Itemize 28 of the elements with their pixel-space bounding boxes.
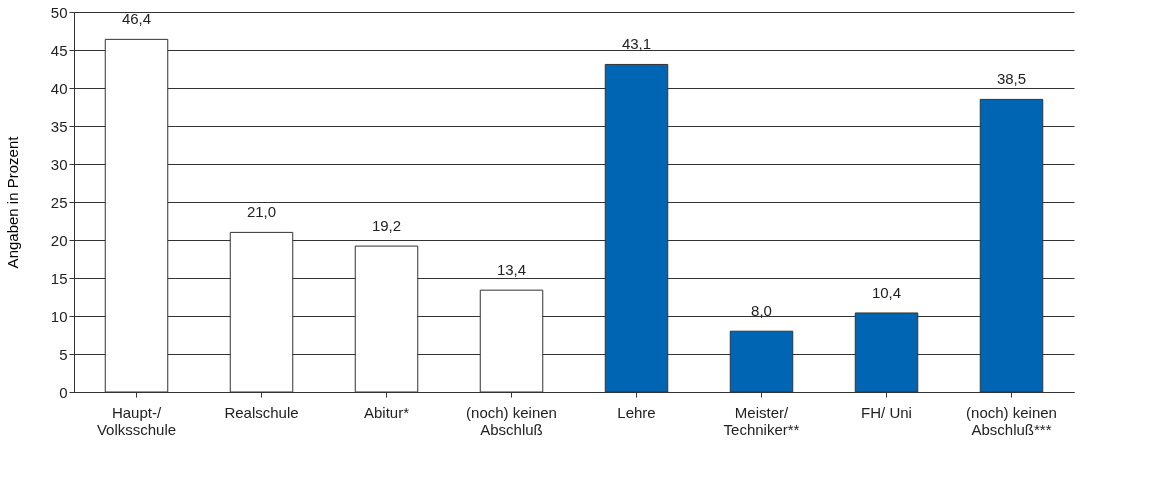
x-tick-label: Realschule [224, 403, 299, 421]
y-tick-label: 45 [50, 41, 68, 59]
y-tick-label: 30 [50, 155, 68, 173]
y-tick-label: 0 [59, 383, 68, 401]
x-tick-label: (noch) keinen Abschluß [466, 403, 557, 438]
data-label: 8,0 [751, 302, 772, 320]
x-tick-label: Lehre [617, 403, 656, 421]
y-tick-label: 35 [50, 117, 68, 135]
y-tick-label: 20 [50, 231, 68, 249]
data-label: 13,4 [496, 261, 527, 279]
data-label: 19,2 [371, 217, 402, 235]
data-label: 10,4 [871, 283, 902, 301]
y-tick-label: 15 [50, 269, 68, 287]
y-axis-title: Angaben in Prozent [3, 135, 21, 269]
x-tick-label: (noch) keinen Abschluß*** [966, 403, 1057, 438]
data-label: 46,4 [121, 10, 152, 28]
y-tick-label: 10 [50, 307, 68, 325]
data-label: 21,0 [246, 203, 277, 221]
y-tick-label: 5 [59, 345, 68, 363]
data-label: 38,5 [996, 70, 1027, 88]
y-tick-label: 40 [50, 79, 68, 97]
y-tick-label: 25 [50, 193, 68, 211]
data-label: 43,1 [621, 35, 652, 53]
x-tick-label: Abitur* [363, 403, 410, 421]
y-tick-label: 50 [50, 3, 68, 21]
x-tick-label: Meister/ Techniker** [723, 403, 800, 438]
x-tick-label: Haupt-/ Volksschule [96, 403, 177, 438]
x-tick-label: FH/ Uni [861, 403, 912, 421]
